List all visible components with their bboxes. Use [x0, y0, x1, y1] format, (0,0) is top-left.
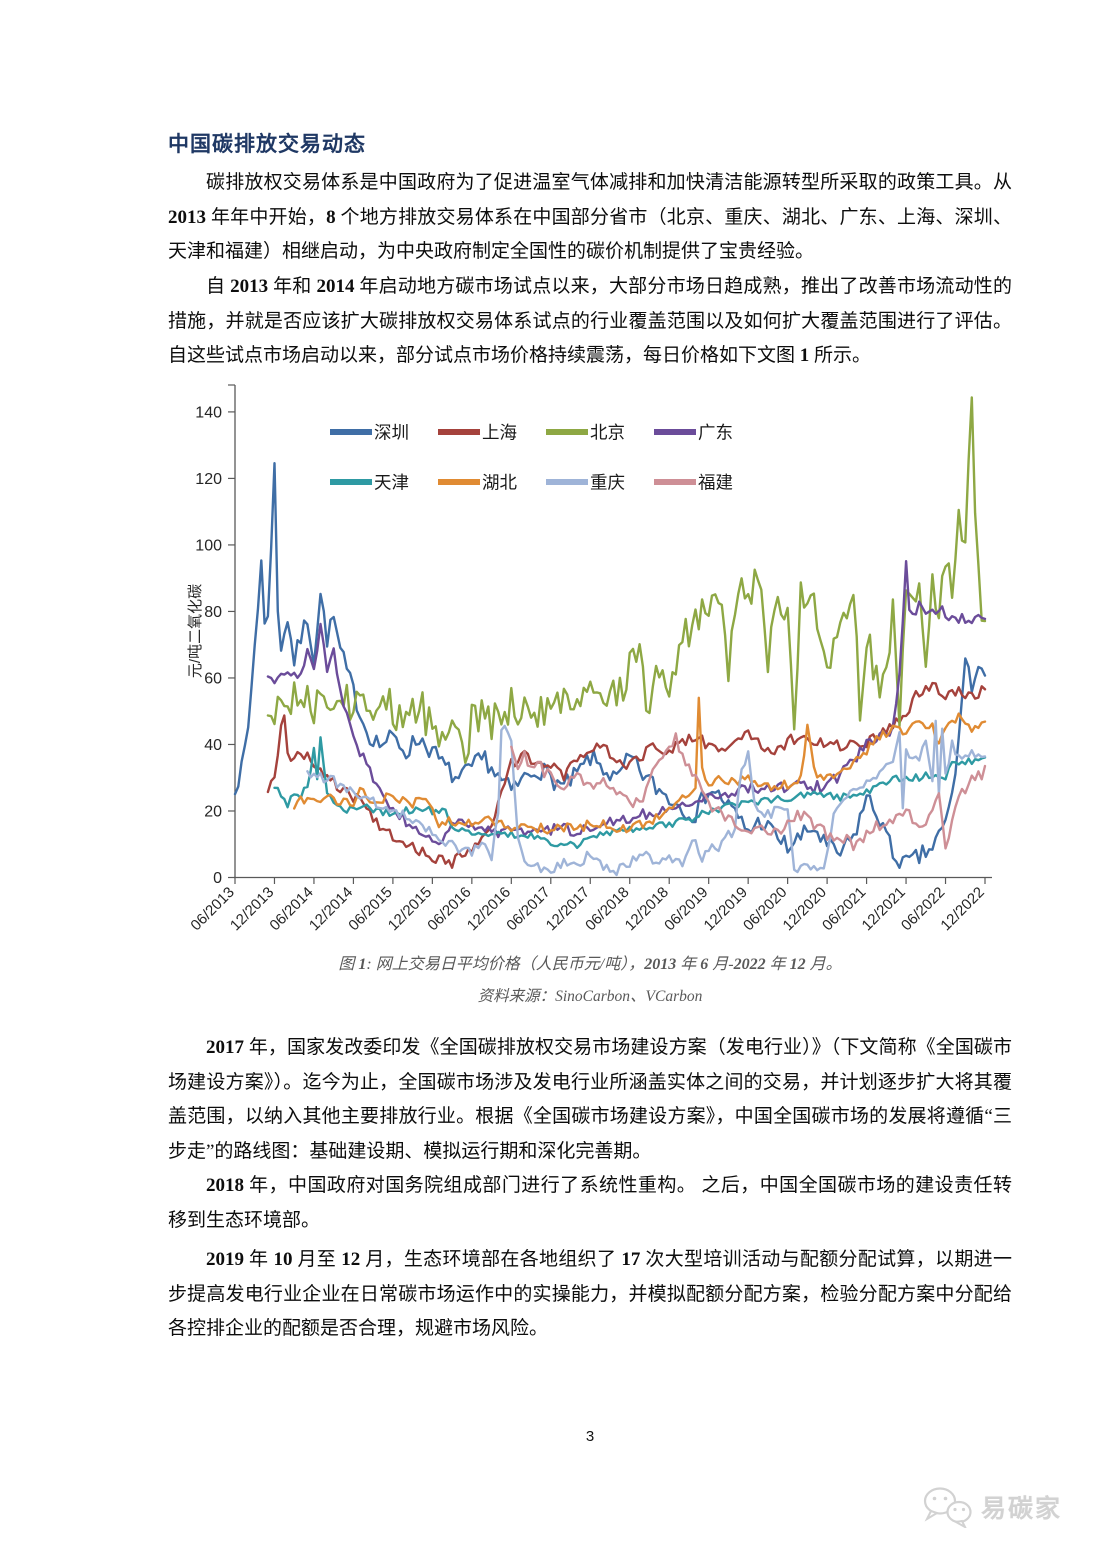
- y-tick-label: 80: [204, 604, 222, 621]
- legend-label-beijing: 北京: [590, 423, 625, 443]
- page-number: 3: [585, 1428, 595, 1445]
- y-tick-label: 20: [204, 803, 222, 820]
- watermark-text: 易碳家: [980, 1494, 1062, 1523]
- y-tick-label: 140: [195, 404, 222, 421]
- series-line-hubei: [293, 696, 987, 835]
- series-line-tianjin: [273, 736, 987, 850]
- series-line-beijing: [266, 396, 987, 764]
- legend-label-guangdong: 广东: [698, 423, 733, 443]
- y-tick-label: 0: [213, 870, 222, 887]
- paragraph-3: 2017 年，国家发改委印发《全国碳排放权交易市场建设方案（发电行业）》（下文简…: [168, 1037, 1012, 1162]
- series-line-guangdong: [266, 560, 987, 846]
- x-tick-label: 12/2022: [937, 884, 987, 934]
- legend-label-hubei: 湖北: [482, 473, 517, 493]
- y-tick-label: 100: [195, 537, 222, 554]
- paragraph-2: 自 2013 年和 2014 年启动地方碳市场试点以来，大部分市场日趋成熟，推出…: [168, 276, 1012, 367]
- legend-label-shenzhen: 深圳: [374, 423, 409, 443]
- carbon-price-line-chart: 02040608010012014006/201312/201306/20141…: [187, 384, 992, 934]
- figure-source: 资料来源：SinoCarbon、VCarbon: [477, 988, 703, 1005]
- legend-label-shanghai: 上海: [482, 423, 517, 443]
- paragraph-4: 2018 年，中国政府对国务院组成部门进行了系统性重构。 之后，中国全国碳市场的…: [168, 1175, 1012, 1231]
- legend-label-tianjin: 天津: [374, 473, 409, 493]
- y-tick-label: 60: [204, 670, 222, 687]
- paragraph-5: 2019 年 10 月至 12 月，生态环境部在各地组织了 17 次大型培训活动…: [168, 1249, 1012, 1340]
- legend-label-fujian: 福建: [698, 473, 733, 493]
- paragraph-1: 碳排放权交易体系是中国政府为了促进温室气体减排和加快清洁能源转型所采取的政策工具…: [168, 172, 1012, 263]
- series-line-chongqing: [306, 719, 987, 877]
- y-tick-label: 40: [204, 737, 222, 754]
- figure-caption: 图 1: 网上交易日平均价格（人民币元/吨），2013 年 6 月-2022 年…: [338, 956, 842, 973]
- y-tick-label: 120: [195, 471, 222, 488]
- series-line-shenzhen: [233, 462, 987, 869]
- wechat-icon: [923, 1487, 972, 1528]
- watermark: 易碳家: [920, 1486, 1062, 1528]
- legend-label-chongqing: 重庆: [590, 473, 625, 493]
- series-line-fujian: [510, 732, 987, 852]
- y-axis-title: 元/吨二氧化碳: [187, 584, 204, 678]
- section-heading: 中国碳排放交易动态: [168, 132, 366, 156]
